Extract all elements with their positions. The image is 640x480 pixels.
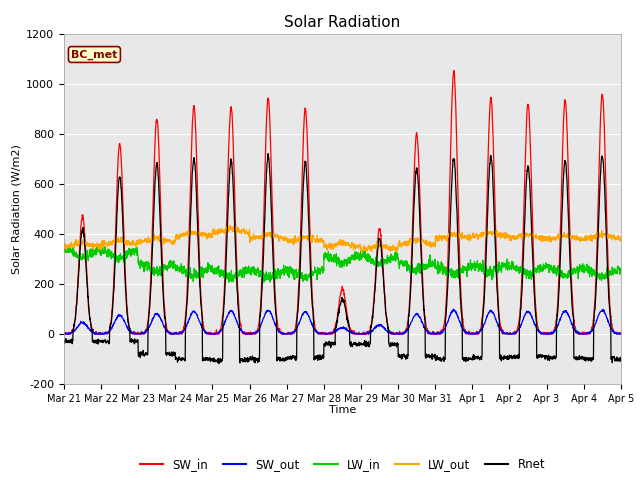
SW_out bbox=[216, 329, 223, 335]
Text: BC_met: BC_met bbox=[71, 49, 118, 60]
Rnet bbox=[584, 355, 591, 361]
LW_out bbox=[358, 251, 365, 256]
LW_in bbox=[225, 279, 232, 285]
LW_in bbox=[94, 242, 102, 248]
SW_out bbox=[449, 306, 457, 312]
LW_out bbox=[568, 232, 576, 238]
Rnet bbox=[215, 360, 223, 366]
LW_out bbox=[227, 223, 234, 228]
Rnet bbox=[505, 353, 513, 359]
SW_out bbox=[505, 331, 513, 337]
SW_out bbox=[60, 331, 68, 336]
Line: LW_out: LW_out bbox=[64, 226, 621, 253]
Line: SW_out: SW_out bbox=[64, 309, 621, 334]
Line: LW_in: LW_in bbox=[64, 245, 621, 282]
LW_in bbox=[216, 274, 223, 279]
Rnet bbox=[617, 355, 625, 360]
SW_out bbox=[568, 322, 576, 327]
LW_out bbox=[216, 228, 223, 234]
Line: SW_in: SW_in bbox=[64, 71, 621, 334]
LW_in bbox=[584, 269, 591, 275]
LW_in bbox=[60, 247, 68, 252]
SW_in bbox=[568, 289, 576, 295]
Rnet bbox=[359, 341, 367, 347]
LW_out bbox=[584, 236, 591, 242]
Rnet bbox=[371, 288, 379, 294]
SW_in bbox=[617, 331, 625, 336]
SW_in bbox=[584, 331, 591, 337]
LW_out bbox=[505, 233, 513, 239]
SW_in bbox=[371, 286, 379, 291]
LW_in bbox=[359, 250, 367, 256]
SW_out bbox=[359, 331, 367, 336]
SW_in bbox=[60, 331, 68, 337]
LW_in bbox=[617, 267, 625, 273]
SW_out bbox=[584, 331, 591, 337]
SW_in bbox=[505, 331, 513, 336]
Rnet bbox=[568, 303, 576, 309]
X-axis label: Time: Time bbox=[329, 405, 356, 415]
LW_out bbox=[371, 243, 379, 249]
SW_out bbox=[371, 325, 379, 331]
Title: Solar Radiation: Solar Radiation bbox=[284, 15, 401, 30]
Line: Rnet: Rnet bbox=[64, 154, 621, 363]
Rnet bbox=[264, 151, 272, 156]
Rnet bbox=[216, 358, 223, 363]
SW_out bbox=[61, 331, 68, 337]
SW_in bbox=[450, 68, 458, 73]
SW_out bbox=[617, 331, 625, 336]
SW_in bbox=[216, 330, 223, 336]
LW_in bbox=[505, 261, 513, 267]
Rnet bbox=[60, 338, 68, 344]
LW_out bbox=[60, 244, 68, 250]
Legend: SW_in, SW_out, LW_in, LW_out, Rnet: SW_in, SW_out, LW_in, LW_out, Rnet bbox=[135, 454, 550, 476]
SW_in bbox=[359, 330, 367, 336]
LW_in bbox=[371, 262, 379, 268]
LW_out bbox=[617, 233, 625, 239]
LW_in bbox=[568, 269, 576, 275]
LW_out bbox=[359, 247, 367, 252]
SW_in bbox=[60, 331, 68, 336]
Y-axis label: Solar Radiation (W/m2): Solar Radiation (W/m2) bbox=[12, 144, 22, 274]
